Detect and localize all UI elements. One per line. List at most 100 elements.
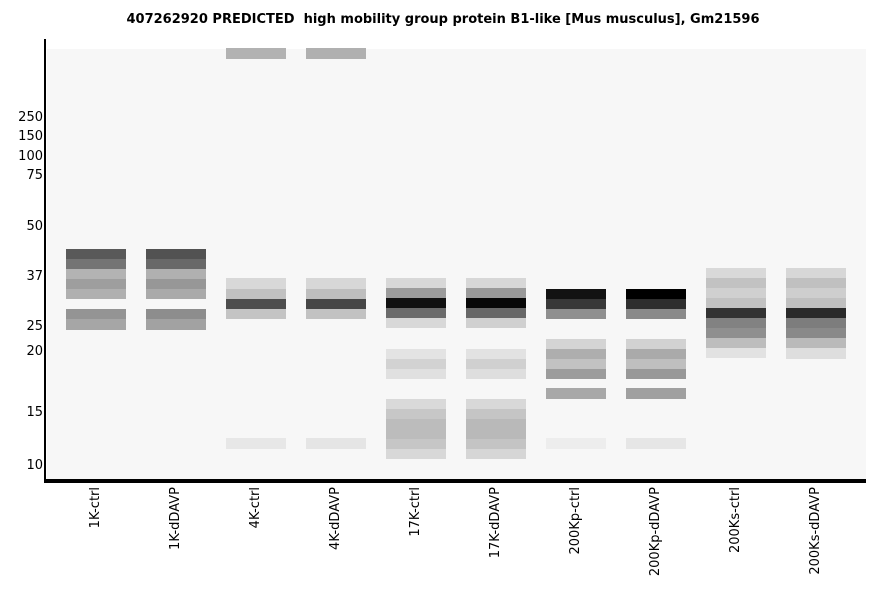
x-axis-line [44, 479, 866, 483]
gel-band-stripe [546, 438, 606, 449]
gel-band-stripe [386, 308, 446, 318]
gel-band-stripe [706, 318, 766, 328]
gel-band-stripe [706, 338, 766, 348]
gel-band-stripe [626, 388, 686, 399]
mw-tick-label-100: 100 [18, 149, 43, 164]
gel-band-stripe [66, 309, 126, 319]
gel-band-stripe [466, 369, 526, 379]
gel-band-stripe [786, 348, 846, 359]
lane-label-4K-dDAVP: 4K-dDAVP [328, 487, 343, 550]
gel-band-stripe [146, 289, 206, 299]
gel-band-stripe [466, 278, 526, 288]
gel-band-stripe [706, 328, 766, 338]
gel-band-stripe [546, 359, 606, 369]
gel-band-stripe [386, 419, 446, 439]
gel-band-stripe [466, 349, 526, 359]
gel-band-stripe [386, 349, 446, 359]
gel-band-stripe [466, 449, 526, 459]
gel-band-stripe [386, 288, 446, 298]
gel-band-stripe [306, 289, 366, 299]
gel-band-stripe [626, 438, 686, 449]
gel-band-stripe [466, 439, 526, 449]
lane-label-1K-dDAVP: 1K-dDAVP [168, 487, 183, 550]
chart-title: 407262920 PREDICTED high mobility group … [126, 12, 760, 27]
gel-band-stripe [786, 278, 846, 288]
gel-band-stripe [226, 48, 286, 59]
gel-band-stripe [546, 388, 606, 399]
gel-band-stripe [626, 359, 686, 369]
gel-band-stripe [786, 328, 846, 338]
gel-band-stripe [306, 309, 366, 319]
gel-band-stripe [466, 359, 526, 369]
gel-band-stripe [786, 308, 846, 318]
mw-tick-label-50: 50 [26, 219, 43, 234]
gel-band-stripe [466, 288, 526, 298]
gel-band-stripe [466, 298, 526, 308]
gel-band-stripe [386, 449, 446, 459]
gel-band-stripe [146, 269, 206, 279]
lane-label-200Ks-ctrl: 200Ks-ctrl [728, 487, 743, 554]
gel-band-stripe [546, 309, 606, 319]
gel-band-stripe [66, 279, 126, 289]
gel-band-stripe [706, 278, 766, 288]
gel-band-stripe [546, 299, 606, 309]
gel-band-stripe [226, 289, 286, 299]
lane-label-200Ks-dDAVP: 200Ks-dDAVP [808, 487, 823, 575]
gel-band-stripe [466, 419, 526, 439]
gel-band-stripe [146, 279, 206, 289]
mw-tick-label-250: 250 [18, 110, 43, 125]
gel-band-stripe [66, 289, 126, 299]
gel-band-stripe [546, 369, 606, 379]
gel-band-stripe [466, 318, 526, 328]
gel-band-stripe [706, 268, 766, 278]
gel-band-stripe [706, 288, 766, 298]
gel-band-stripe [386, 298, 446, 308]
lane-label-17K-ctrl: 17K-ctrl [408, 487, 423, 537]
gel-band-stripe [306, 278, 366, 289]
gel-band-stripe [626, 309, 686, 319]
gel-band-stripe [146, 259, 206, 269]
gel-band-stripe [306, 299, 366, 309]
gel-band-stripe [706, 308, 766, 318]
gel-band-stripe [306, 48, 366, 59]
gel-band-stripe [706, 298, 766, 308]
gel-band-stripe [706, 348, 766, 358]
lane-label-1K-ctrl: 1K-ctrl [88, 487, 103, 529]
gel-band-stripe [386, 369, 446, 379]
mw-tick-label-150: 150 [18, 129, 43, 144]
mw-tick-label-15: 15 [26, 405, 43, 420]
gel-band-stripe [146, 319, 206, 330]
gel-band-stripe [386, 318, 446, 328]
gel-band-stripe [786, 338, 846, 348]
gel-band-stripe [546, 339, 606, 349]
gel-band-stripe [786, 288, 846, 298]
gel-band-stripe [66, 249, 126, 259]
gel-band-stripe [546, 349, 606, 359]
gel-band-stripe [66, 319, 126, 330]
gel-band-stripe [226, 438, 286, 449]
lane-label-17K-dDAVP: 17K-dDAVP [488, 487, 503, 559]
mw-tick-label-25: 25 [26, 319, 43, 334]
gel-band-stripe [626, 369, 686, 379]
mw-tick-label-37: 37 [26, 269, 43, 284]
gel-band-stripe [306, 438, 366, 449]
lane-label-200Kp-dDAVP: 200Kp-dDAVP [648, 487, 663, 577]
lane-label-200Kp-ctrl: 200Kp-ctrl [568, 487, 583, 555]
gel-band-stripe [786, 318, 846, 328]
mw-tick-label-75: 75 [26, 168, 43, 183]
gel-band-stripe [546, 289, 606, 299]
gel-band-stripe [786, 268, 846, 278]
gel-band-stripe [66, 259, 126, 269]
gel-band-stripe [386, 439, 446, 449]
gel-band-stripe [226, 299, 286, 309]
gel-band-stripe [386, 409, 446, 419]
gel-band-stripe [386, 399, 446, 409]
gel-band-stripe [466, 409, 526, 419]
gel-band-stripe [626, 289, 686, 299]
mw-tick-label-20: 20 [26, 344, 43, 359]
lane-label-4K-ctrl: 4K-ctrl [248, 487, 263, 529]
gel-band-stripe [466, 308, 526, 318]
gel-band-stripe [386, 278, 446, 288]
gel-band-stripe [226, 309, 286, 319]
